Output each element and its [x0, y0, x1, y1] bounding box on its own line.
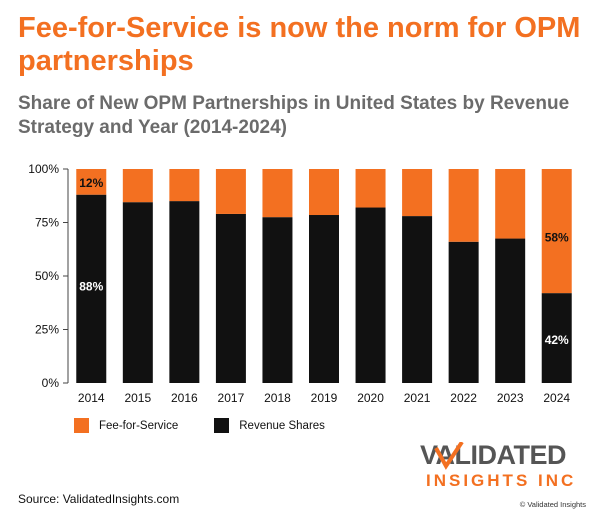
x-tick-label: 2024: [543, 391, 570, 405]
logo-line2: INSIGHTS INC: [426, 471, 577, 490]
bar-fee-for-service-2015: [122, 169, 153, 203]
x-tick-label: 2016: [171, 391, 198, 405]
legend-swatch-rev: [214, 418, 230, 433]
data-label-2024-fee: 58%: [545, 230, 569, 244]
bar-revenue-shares-2015: [122, 202, 153, 383]
data-label-2024-rev: 42%: [545, 333, 569, 347]
chart-title: Fee-for-Service is now the norm for OPM …: [18, 12, 581, 77]
x-tick-label: 2023: [497, 391, 524, 405]
bar-fee-for-service-2023: [495, 169, 526, 239]
bar-fee-for-service-2021: [402, 169, 433, 217]
legend-item-fee: Fee-for-Service: [74, 418, 178, 433]
bar-fee-for-service-2018: [262, 169, 293, 218]
bar-revenue-shares-2016: [169, 201, 200, 383]
y-tick-label: 100%: [28, 162, 59, 176]
y-tick-label: 25%: [35, 323, 59, 337]
logo-check-icon: [434, 442, 464, 470]
bar-revenue-shares-2024: [541, 293, 572, 383]
legend-item-rev: Revenue Shares: [214, 418, 325, 433]
x-tick-label: 2017: [218, 391, 245, 405]
bar-revenue-shares-2018: [262, 217, 293, 383]
bar-fee-for-service-2014: [76, 169, 107, 195]
legend-swatch-fee: [74, 418, 89, 433]
copyright-note: © Validated Insights: [519, 500, 586, 509]
source-note: Source: ValidatedInsights.com: [18, 492, 180, 506]
x-tick-label: 2014: [78, 391, 105, 405]
x-tick-label: 2021: [404, 391, 431, 405]
x-tick-label: 2019: [311, 391, 338, 405]
bar-revenue-shares-2017: [215, 213, 246, 383]
bar-fee-for-service-2020: [355, 169, 386, 208]
bar-fee-for-service-2024: [541, 169, 572, 294]
x-tick-label: 2020: [357, 391, 384, 405]
stacked-bar-chart: 0% 25% 50% 75% 100% 2014 2015 2016 2017 2018 2019 2…: [28, 162, 572, 405]
bar-fee-for-service-2017: [215, 169, 246, 214]
bar-revenue-shares-2021: [402, 216, 433, 383]
bar-fee-for-service-2022: [448, 169, 479, 242]
legend-label-rev: Revenue Shares: [239, 419, 325, 432]
chart-subtitle: Share of New OPM Partnerships in United …: [18, 93, 570, 138]
legend: Fee-for-Service Revenue Shares: [74, 418, 361, 433]
data-label-2014-fee: 12%: [79, 176, 103, 190]
x-tick-label: 2022: [450, 391, 477, 405]
bar-fee-for-service-2016: [169, 169, 200, 202]
legend-label-fee: Fee-for-Service: [99, 419, 179, 432]
bar-revenue-shares-2014: [76, 194, 107, 383]
y-tick-label: 50%: [35, 269, 59, 283]
bar-fee-for-service-2019: [309, 169, 339, 216]
x-tick-label: 2018: [264, 391, 291, 405]
bar-revenue-shares-2023: [495, 238, 526, 383]
bar-revenue-shares-2020: [355, 207, 386, 383]
data-label-2014-rev: 88%: [79, 280, 103, 294]
company-logo: VALIDATED INSIGHTS INC: [420, 440, 580, 500]
y-tick-label: 0%: [42, 376, 60, 390]
bar-revenue-shares-2019: [309, 215, 339, 383]
y-tick-label: 75%: [35, 216, 59, 230]
bar-revenue-shares-2022: [448, 241, 479, 383]
x-tick-label: 2015: [124, 391, 151, 405]
